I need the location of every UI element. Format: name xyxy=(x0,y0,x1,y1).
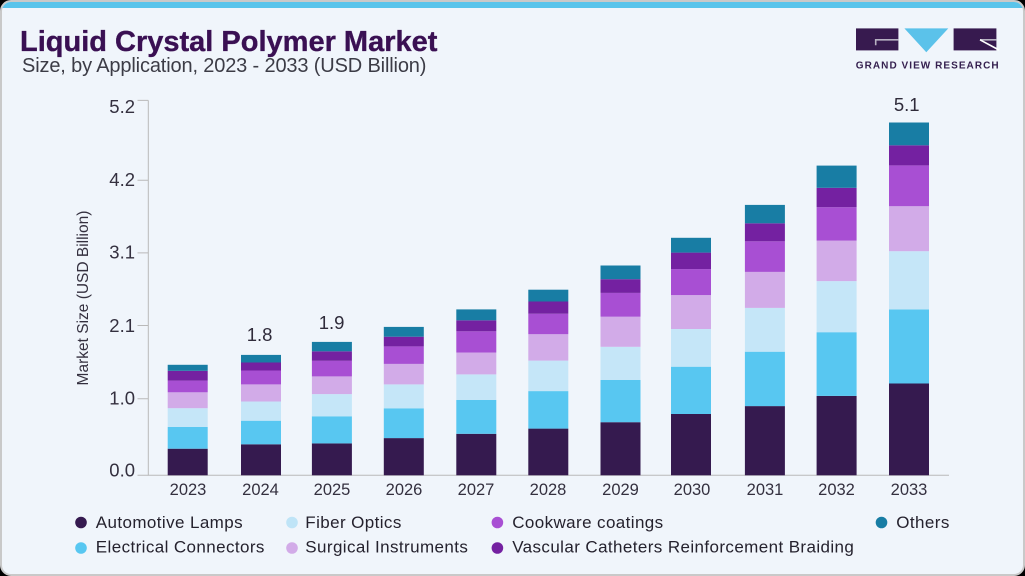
svg-text:2033: 2033 xyxy=(891,481,928,499)
svg-text:GRAND VIEW RESEARCH: GRAND VIEW RESEARCH xyxy=(856,61,1000,72)
svg-text:2.1: 2.1 xyxy=(109,315,135,336)
svg-text:2025: 2025 xyxy=(314,481,351,499)
svg-text:2024: 2024 xyxy=(242,481,279,499)
svg-text:5.1: 5.1 xyxy=(894,94,920,115)
svg-text:Market Size (USD Billion): Market Size (USD Billion) xyxy=(75,211,92,386)
svg-text:2029: 2029 xyxy=(602,481,639,499)
svg-text:2023: 2023 xyxy=(170,481,207,499)
svg-text:1.9: 1.9 xyxy=(319,312,345,333)
svg-text:1.8: 1.8 xyxy=(247,324,273,345)
svg-text:0.0: 0.0 xyxy=(109,460,135,481)
svg-text:2031: 2031 xyxy=(747,481,784,499)
svg-text:2028: 2028 xyxy=(530,481,567,499)
svg-text:Others: Others xyxy=(896,513,949,532)
svg-text:Cookware coatings: Cookware coatings xyxy=(512,513,663,532)
svg-text:Fiber Optics: Fiber Optics xyxy=(305,513,401,532)
svg-text:4.2: 4.2 xyxy=(109,169,135,190)
svg-text:5.2: 5.2 xyxy=(109,96,135,117)
svg-text:3.1: 3.1 xyxy=(109,241,135,262)
svg-text:2026: 2026 xyxy=(386,481,423,499)
svg-text:2030: 2030 xyxy=(674,481,711,499)
svg-text:Vascular Catheters Reinforceme: Vascular Catheters Reinforcement Braidin… xyxy=(512,538,854,557)
svg-text:Electrical Connectors: Electrical Connectors xyxy=(96,538,265,557)
svg-text:1.0: 1.0 xyxy=(109,388,135,409)
svg-text:Automotive Lamps: Automotive Lamps xyxy=(96,513,243,532)
svg-text:2027: 2027 xyxy=(458,481,495,499)
svg-text:Surgical Instruments: Surgical Instruments xyxy=(305,538,468,557)
svg-text:2032: 2032 xyxy=(818,481,855,499)
